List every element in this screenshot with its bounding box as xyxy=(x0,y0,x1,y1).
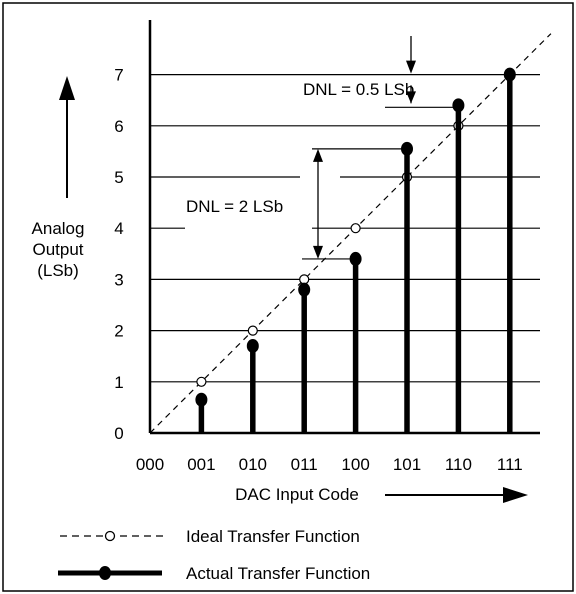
actual-series xyxy=(195,67,516,433)
gridlines xyxy=(150,73,540,383)
actual-point xyxy=(195,392,208,407)
legend-ideal: Ideal Transfer Function xyxy=(60,527,360,546)
annotations: DNL = 2 LSb DNL = 0.5 LSb xyxy=(186,36,459,260)
ideal-point xyxy=(196,376,207,387)
x-tick-label: 110 xyxy=(445,455,472,474)
actual-point xyxy=(452,98,465,113)
y-arrow-head xyxy=(59,76,75,100)
legend-actual-label: Actual Transfer Function xyxy=(186,564,370,583)
legend-actual: Actual Transfer Function xyxy=(58,564,370,583)
y-tick-label: 6 xyxy=(114,117,123,136)
x-tick-label: 100 xyxy=(341,455,369,474)
y-tick-label: 0 xyxy=(114,424,123,443)
x-tick-label: 111 xyxy=(497,455,523,474)
dnl2-arrow-down xyxy=(313,245,323,259)
axes xyxy=(148,20,540,435)
y-tick-label: 7 xyxy=(114,66,123,85)
ideal-point xyxy=(247,325,258,336)
actual-point xyxy=(298,282,311,297)
actual-point xyxy=(503,67,516,82)
x-tick-label: 010 xyxy=(239,455,267,474)
x-arrow-head xyxy=(503,487,528,503)
x-tick-label: 101 xyxy=(393,455,421,474)
y-tick-label: 5 xyxy=(114,168,123,187)
legend: Ideal Transfer Function Actual Transfer … xyxy=(58,527,370,583)
y-axis-label-line-1: Analog xyxy=(32,219,85,238)
legend-ideal-label: Ideal Transfer Function xyxy=(186,527,360,546)
ideal-point xyxy=(299,274,310,285)
y-axis-label-line-3: (LSb) xyxy=(37,261,79,280)
x-tick-label: 001 xyxy=(187,455,215,474)
y-tick-label: 3 xyxy=(114,270,123,289)
y-tick-label: 4 xyxy=(114,219,123,238)
y-tick-labels: 0 1 2 3 4 5 6 7 xyxy=(114,66,123,443)
dnl2-arrow-up xyxy=(313,148,323,162)
legend-ideal-marker xyxy=(104,530,116,542)
x-tick-label: 011 xyxy=(291,455,318,474)
y-axis-label-line-2: Output xyxy=(32,240,83,259)
dnl05-label: DNL = 0.5 LSb xyxy=(303,80,414,99)
actual-point xyxy=(246,338,259,353)
dnl2-label: DNL = 2 LSb xyxy=(186,197,283,216)
y-tick-label: 2 xyxy=(114,322,123,341)
x-axis-label: DAC Input Code xyxy=(235,485,359,504)
y-tick-label: 1 xyxy=(114,373,123,392)
x-tick-labels: 000 001 010 011 100 101 110 111 xyxy=(136,455,523,474)
y-axis-title: Analog Output (LSb) xyxy=(32,76,85,280)
x-axis-title: DAC Input Code xyxy=(235,485,528,504)
ideal-point xyxy=(350,223,361,234)
x-tick-label: 000 xyxy=(136,455,164,474)
legend-actual-marker xyxy=(99,566,111,580)
dnl05-arrow-down-head xyxy=(406,60,416,74)
dnl05-arrow-up-head xyxy=(406,91,416,104)
